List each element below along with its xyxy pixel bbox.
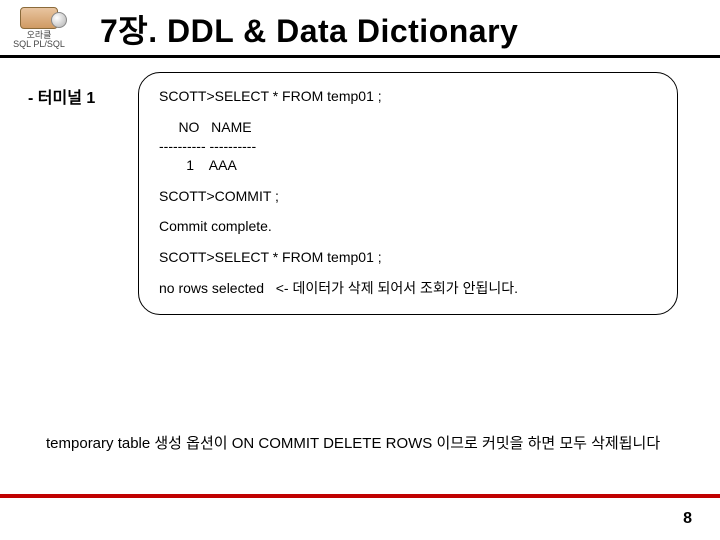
slide-content: - 터미널 1 SCOTT>SELECT * FROM temp01 ; NO …: [0, 58, 720, 488]
terminal-label: - 터미널 1: [28, 84, 95, 108]
logo-text: 오라클 SQL PL/SQL: [13, 31, 65, 50]
code-blank: [159, 267, 657, 279]
code-line: ---------- ----------: [159, 137, 657, 156]
footer-divider: [0, 494, 720, 498]
code-blank: [159, 205, 657, 217]
page-title: 7장. DDL & Data Dictionary: [100, 6, 518, 52]
code-blank: [159, 236, 657, 248]
code-line: SCOTT>COMMIT ;: [159, 187, 657, 206]
logo-line3: PL/SQL: [33, 39, 65, 49]
code-line: no rows selected <- 데이터가 삭제 되어서 조회가 안됩니다…: [159, 279, 657, 298]
code-blank: [159, 106, 657, 118]
code-blank: [159, 175, 657, 187]
code-line: SCOTT>SELECT * FROM temp01 ;: [159, 87, 657, 106]
code-line: Commit complete.: [159, 217, 657, 236]
logo-badge-icon: [20, 7, 58, 29]
code-line: NO NAME: [159, 118, 657, 137]
slide-header: 오라클 SQL PL/SQL 7장. DDL & Data Dictionary: [0, 0, 720, 58]
page-number: 8: [683, 510, 692, 528]
terminal-output-box: SCOTT>SELECT * FROM temp01 ; NO NAME ---…: [138, 72, 678, 315]
book-logo: 오라클 SQL PL/SQL: [8, 4, 70, 52]
code-line: SCOTT>SELECT * FROM temp01 ;: [159, 248, 657, 267]
explanatory-note: temporary table 생성 옵션이 ON COMMIT DELETE …: [46, 432, 676, 455]
logo-line2: SQL: [13, 39, 31, 49]
code-line: 1 AAA: [159, 156, 657, 175]
